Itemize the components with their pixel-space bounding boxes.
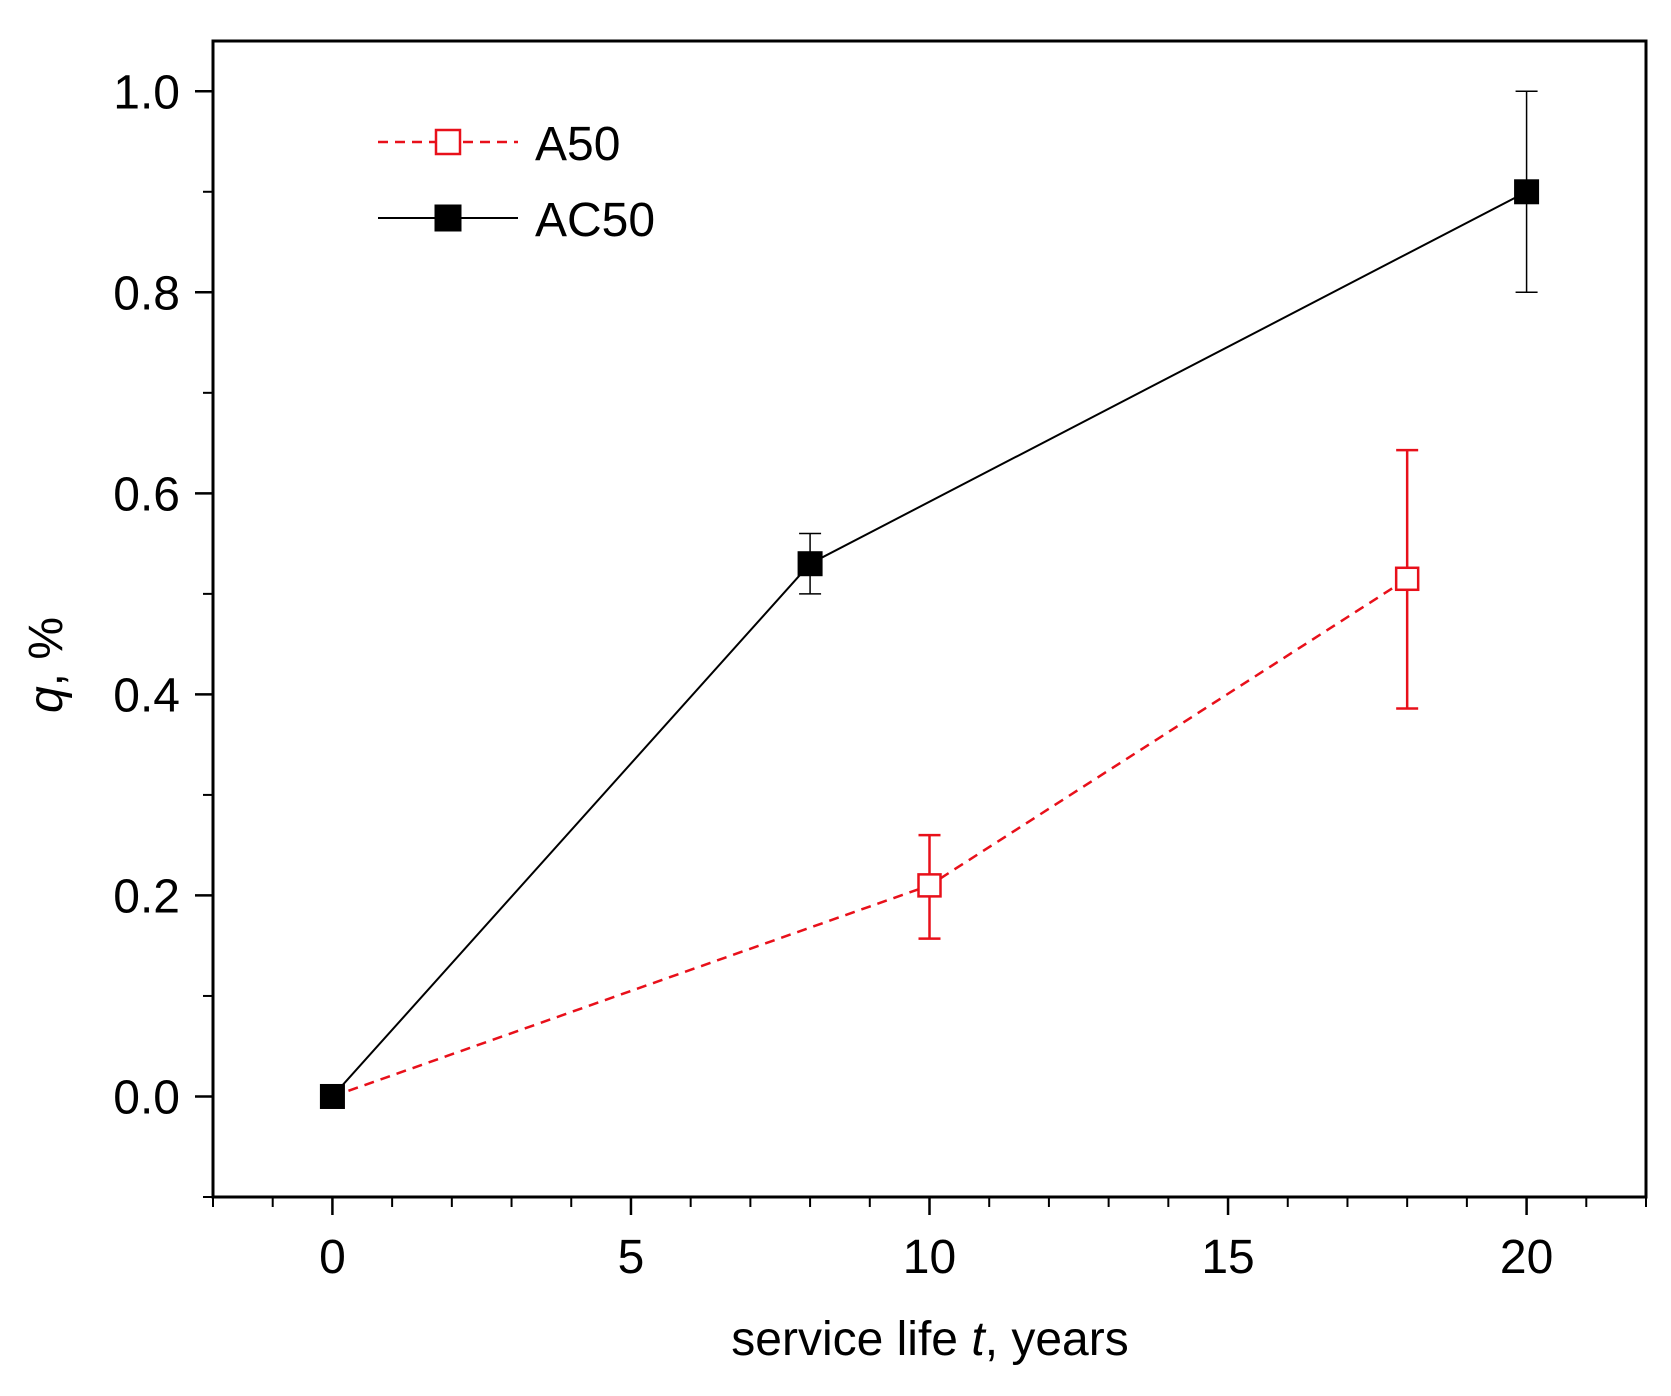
legend-item-a50: A50 bbox=[378, 118, 620, 171]
data-point-a50 bbox=[917, 873, 942, 898]
y-tick-label: 0.2 bbox=[113, 870, 180, 923]
data-point-ac50 bbox=[797, 551, 823, 577]
x-tick-label: 15 bbox=[1201, 1231, 1254, 1284]
legend-label-ac50: AC50 bbox=[535, 194, 655, 247]
series-layer bbox=[319, 90, 1540, 1109]
series-line-a50 bbox=[331, 577, 1408, 1098]
legend-label-a50: A50 bbox=[535, 118, 620, 171]
x-axis-title-prefix: service life bbox=[731, 1313, 971, 1366]
y-tick-label: 0.4 bbox=[113, 669, 180, 722]
y-axis-title-suffix: , % bbox=[20, 617, 73, 686]
series-ac50 bbox=[319, 90, 1540, 1109]
y-tick-label: 0.8 bbox=[113, 267, 180, 320]
legend: A50 AC50 bbox=[378, 118, 655, 247]
tick-labels: 0 5 10 15 20 0.0 0.2 0.4 0.6 0.8 1.0 bbox=[113, 66, 1553, 1284]
major-ticks bbox=[195, 90, 1528, 1215]
legend-item-ac50: AC50 bbox=[378, 194, 655, 247]
y-tick-label: 0.6 bbox=[113, 468, 180, 521]
x-tick-label: 10 bbox=[903, 1231, 956, 1284]
x-axis-title-suffix: , years bbox=[985, 1313, 1129, 1366]
x-tick-label: 5 bbox=[618, 1231, 645, 1284]
y-axis-title: q, % bbox=[20, 617, 73, 713]
series-line-ac50 bbox=[331, 190, 1528, 1098]
minor-ticks bbox=[203, 190, 1647, 1207]
plot-frame bbox=[211, 39, 1648, 1199]
y-tick-label: 1.0 bbox=[113, 66, 180, 119]
y-tick-label: 0.0 bbox=[113, 1071, 180, 1124]
series-a50 bbox=[320, 448, 1420, 1109]
data-point-ac50 bbox=[1514, 179, 1540, 205]
data-point-a50 bbox=[1394, 566, 1420, 592]
x-axis-title-var: t bbox=[971, 1313, 986, 1366]
legend-marker-ac50 bbox=[434, 204, 462, 232]
y-axis-title-var: q bbox=[20, 686, 73, 713]
data-point-ac50 bbox=[319, 1083, 345, 1109]
x-tick-label: 0 bbox=[319, 1231, 346, 1284]
legend-marker-a50 bbox=[434, 128, 462, 156]
x-tick-label: 20 bbox=[1500, 1231, 1553, 1284]
x-axis-title: service life t, years bbox=[731, 1313, 1128, 1366]
